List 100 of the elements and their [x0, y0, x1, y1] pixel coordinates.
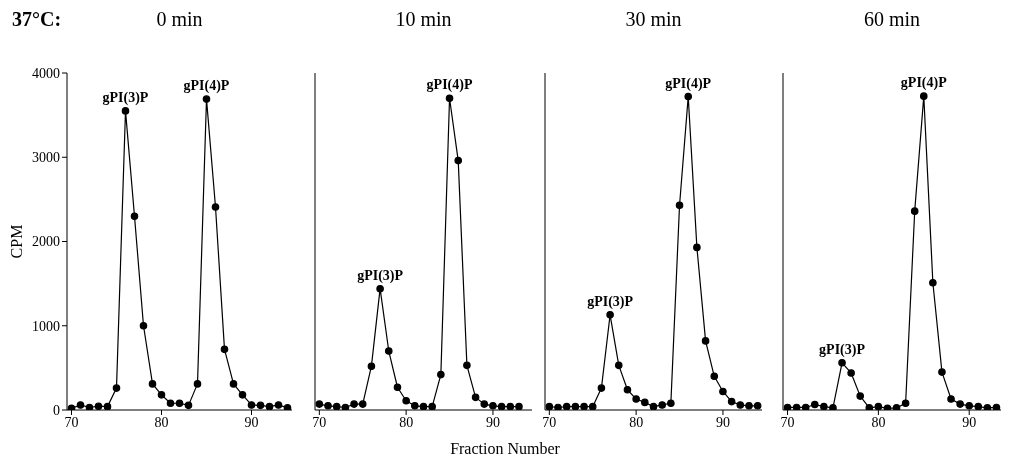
- point: [193, 380, 202, 388]
- chart-title: 60 min: [862, 8, 922, 31]
- point: [220, 345, 229, 354]
- y-tick-label: 3000: [32, 150, 60, 166]
- chart-title: 10 min: [394, 8, 453, 31]
- point: [367, 362, 376, 370]
- point: [753, 401, 762, 410]
- point: [497, 402, 506, 410]
- annotation: gPI(4)P: [183, 78, 230, 95]
- point: [393, 383, 402, 392]
- point: [856, 392, 865, 400]
- point: [166, 399, 175, 408]
- annotation: gPI(4)P: [665, 75, 712, 92]
- y-tick-label: 0: [53, 402, 60, 418]
- y-tick-label: 2000: [32, 234, 60, 250]
- point: [562, 402, 571, 410]
- point: [184, 401, 193, 410]
- x-tick-label: 80: [154, 414, 169, 430]
- point: [727, 397, 736, 406]
- point: [938, 368, 946, 376]
- point: [829, 404, 837, 410]
- point: [489, 401, 497, 410]
- x-tick-label: 90: [715, 414, 730, 430]
- point: [256, 401, 265, 410]
- point: [315, 400, 324, 408]
- annotation: gPI(4)P: [900, 75, 948, 92]
- point: [402, 396, 410, 405]
- point: [211, 203, 220, 211]
- point: [667, 399, 675, 408]
- point: [324, 401, 332, 410]
- y-tick-label: 1000: [32, 318, 60, 334]
- x-axis-title: Fraction Number: [449, 440, 561, 458]
- x-tick-label: 80: [871, 414, 886, 430]
- point: [247, 401, 256, 409]
- point: [571, 402, 580, 410]
- point: [710, 372, 719, 381]
- point: [454, 156, 463, 165]
- chart-title: 0 min: [155, 8, 204, 31]
- point: [545, 402, 554, 410]
- point: [658, 401, 666, 409]
- x-tick-label: 90: [962, 414, 977, 430]
- x-tick-label: 70: [780, 414, 795, 430]
- annotation: gPI(3)P: [102, 89, 149, 106]
- point: [947, 395, 955, 403]
- point: [701, 337, 710, 345]
- point: [929, 278, 937, 287]
- chart-title: 30 min: [624, 8, 683, 31]
- point: [974, 402, 983, 410]
- point: [471, 393, 480, 402]
- point: [506, 402, 515, 410]
- point: [641, 398, 649, 407]
- point: [632, 395, 640, 403]
- point: [910, 207, 919, 215]
- point: [675, 201, 684, 210]
- annotation: gPI(3)P: [819, 341, 866, 358]
- point: [428, 402, 436, 410]
- x-tick-label: 80: [399, 414, 414, 430]
- point: [874, 402, 883, 410]
- point: [130, 212, 139, 221]
- point: [94, 402, 103, 410]
- point: [112, 384, 121, 392]
- point: [411, 401, 419, 410]
- point: [437, 370, 445, 379]
- annotation: gPI(3)P: [587, 293, 634, 310]
- x-tick-label: 70: [312, 414, 327, 430]
- point: [956, 400, 964, 408]
- point: [745, 401, 753, 410]
- point: [350, 400, 358, 408]
- point: [229, 380, 238, 388]
- point: [820, 402, 828, 410]
- point: [265, 402, 274, 410]
- text: 37°C:: [12, 8, 62, 31]
- point: [202, 95, 211, 103]
- point: [810, 400, 819, 409]
- point: [139, 321, 148, 330]
- x-tick-label: 90: [244, 414, 259, 430]
- annotation: gPI(3)P: [357, 267, 404, 284]
- point: [332, 402, 341, 410]
- point: [157, 391, 166, 399]
- point: [588, 402, 597, 410]
- annotation: gPI(4)P: [426, 77, 473, 94]
- point: [480, 400, 489, 408]
- point: [838, 359, 846, 367]
- point: [719, 387, 727, 396]
- point: [580, 402, 588, 410]
- point: [919, 92, 928, 100]
- point: [847, 369, 855, 377]
- point: [148, 380, 157, 388]
- point: [85, 403, 94, 410]
- point: [684, 92, 693, 101]
- point: [358, 400, 367, 408]
- x-tick-label: 70: [542, 414, 557, 430]
- point: [801, 403, 810, 410]
- point: [341, 403, 350, 410]
- point: [274, 401, 283, 409]
- point: [597, 384, 606, 392]
- point: [463, 361, 471, 370]
- y-tick-label: 4000: [32, 65, 60, 81]
- point: [792, 403, 801, 410]
- point: [606, 311, 614, 319]
